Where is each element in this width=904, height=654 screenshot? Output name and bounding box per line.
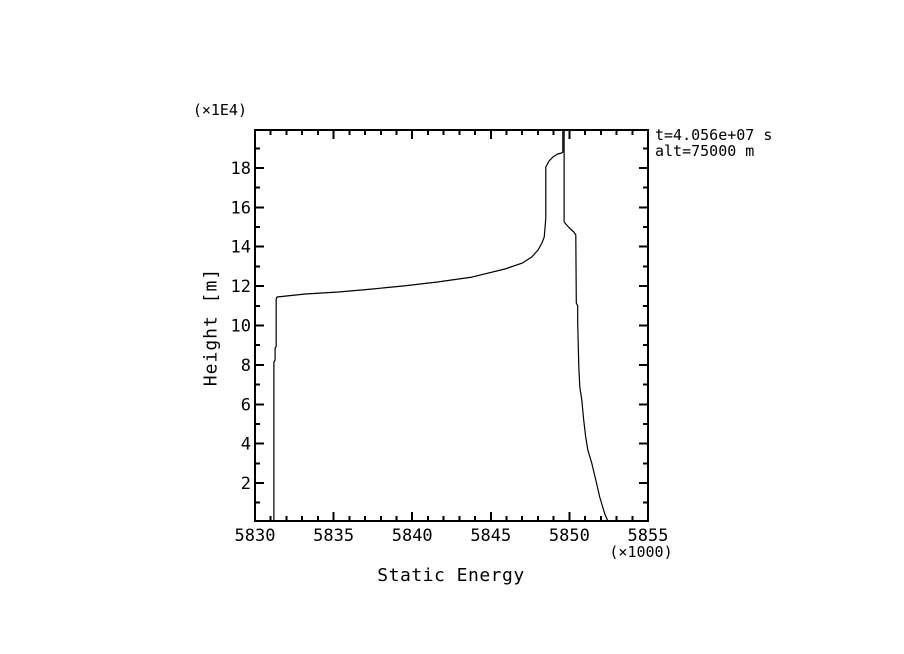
x-axis-scale-label: (×1000): [609, 543, 673, 561]
y-tick-label: 12: [231, 277, 251, 297]
plot-frame: [254, 129, 649, 522]
x-tick-label: 5835: [313, 526, 354, 546]
x-tick-label: 5845: [470, 526, 511, 546]
y-axis-title: Height [m]: [200, 267, 222, 387]
y-tick-label: 16: [231, 198, 251, 218]
y-tick-label: 4: [241, 435, 251, 455]
y-tick-label: 14: [231, 238, 251, 258]
series-right-profile: [563, 130, 609, 522]
x-tick-label: 5855: [628, 526, 669, 546]
y-tick-label: 10: [231, 317, 251, 337]
y-axis-scale-label: (×1E4): [192, 101, 247, 119]
annotation-altitude: alt=75000 m: [655, 142, 755, 160]
y-tick-label: 18: [231, 159, 251, 179]
x-tick-label: 5840: [392, 526, 433, 546]
y-tick-label: 6: [241, 395, 251, 415]
annotation-time: t=4.056e+07 s: [655, 126, 773, 144]
y-tick-label: 2: [241, 474, 251, 494]
x-axis-title: Static Energy: [377, 565, 525, 586]
series-left-profile: [273, 130, 564, 521]
y-tick-label: 8: [241, 356, 251, 376]
x-tick-label: 5830: [235, 526, 276, 546]
x-tick-label: 5850: [549, 526, 590, 546]
